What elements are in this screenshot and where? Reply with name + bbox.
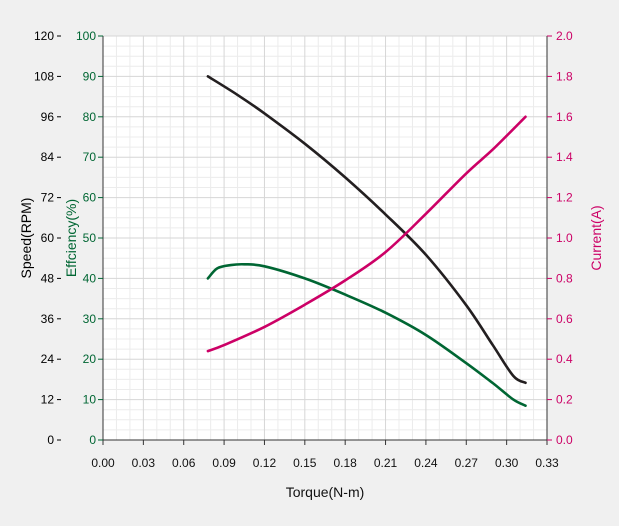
speed-tick-label: 36	[41, 312, 55, 326]
current-tick-label: 2.0	[556, 29, 573, 43]
axis-ticks: 0.00 0.03 0.06 0.09 0.12 0.15 0.18 0.21 0.24 0.27…	[34, 29, 573, 470]
speed-tick-label: 96	[41, 110, 55, 124]
efficiency-tick-label: 60	[83, 191, 97, 205]
current-axis-title: Current(A)	[588, 205, 604, 270]
current-tick-label: 0.6	[556, 312, 573, 326]
efficiency-tick-label: 30	[83, 312, 97, 326]
efficiency-axis-title: Effciency(%)	[63, 199, 79, 277]
x-tick-label: 0.18	[334, 456, 358, 470]
speed-axis-title: Speed(RPM)	[18, 198, 34, 279]
current-tick-label: 1.8	[556, 69, 573, 83]
x-tick-label: 0.06	[172, 456, 196, 470]
speed-tick-label: 60	[41, 231, 55, 245]
speed-curve	[206, 75, 527, 385]
current-tick-label: 1.0	[556, 231, 573, 245]
speed-tick-label: 84	[41, 150, 55, 164]
efficiency-curve	[206, 262, 527, 407]
x-tick-label: 0.24	[414, 456, 438, 470]
x-tick-label: 0.27	[455, 456, 479, 470]
current-tick-label: 0.0	[556, 433, 573, 447]
x-tick-label: 0.15	[293, 456, 317, 470]
efficiency-tick-label: 90	[83, 69, 97, 83]
efficiency-tick-label: 100	[76, 29, 96, 43]
speed-tick-label: 12	[41, 393, 55, 407]
major-grid	[102, 35, 548, 441]
efficiency-tick-label: 80	[83, 110, 97, 124]
current-tick-label: 1.6	[556, 110, 573, 124]
speed-tick-label: 24	[41, 352, 55, 366]
data-series	[206, 75, 527, 407]
x-tick-label: 0.09	[212, 456, 236, 470]
x-tick-label: 0.03	[132, 456, 156, 470]
current-tick-label: 1.4	[556, 150, 573, 164]
efficiency-tick-label: 20	[83, 352, 97, 366]
speed-tick-label: 120	[34, 29, 54, 43]
speed-tick-label: 108	[34, 69, 54, 83]
x-tick-label: 0.33	[535, 456, 559, 470]
current-tick-label: 0.2	[556, 393, 573, 407]
efficiency-tick-label: 10	[83, 393, 97, 407]
x-tick-label: 0.21	[374, 456, 398, 470]
current-curve	[206, 115, 527, 353]
efficiency-tick-label: 50	[83, 231, 97, 245]
efficiency-tick-label: 0	[89, 433, 96, 447]
speed-tick-label: 72	[41, 191, 55, 205]
speed-tick-label: 0	[47, 433, 54, 447]
speed-tick-label: 48	[41, 271, 55, 285]
current-tick-label: 0.4	[556, 352, 573, 366]
x-tick-label: 0.00	[91, 456, 115, 470]
current-tick-label: 0.8	[556, 271, 573, 285]
x-axis-title: Torque(N-m)	[286, 484, 365, 500]
current-tick-label: 1.2	[556, 191, 573, 205]
x-tick-label: 0.12	[253, 456, 277, 470]
efficiency-tick-label: 70	[83, 150, 97, 164]
efficiency-tick-label: 40	[83, 271, 97, 285]
x-tick-label: 0.30	[495, 456, 519, 470]
